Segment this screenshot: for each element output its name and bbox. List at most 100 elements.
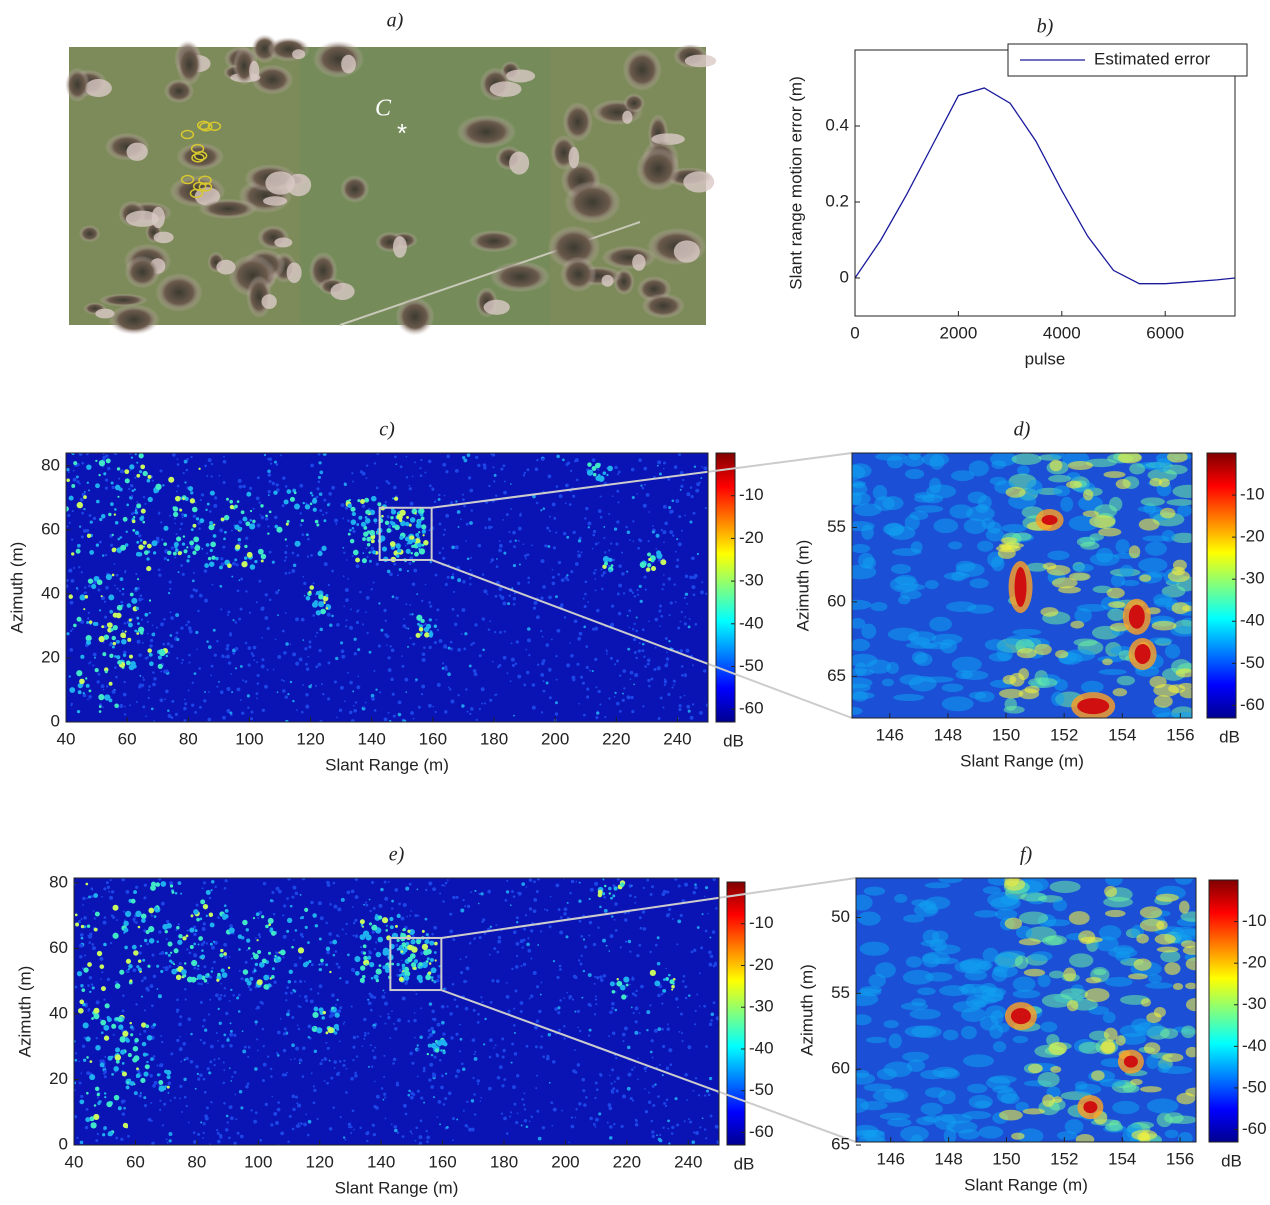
speckle: [307, 656, 309, 658]
speckle: [91, 584, 96, 589]
speckle: [662, 530, 666, 534]
speckle: [435, 711, 437, 713]
speckle: [694, 883, 697, 886]
speckle: [95, 668, 99, 672]
speckle: [287, 520, 290, 523]
speckle: [103, 472, 106, 475]
speckle: [325, 1031, 328, 1034]
speckle: [196, 648, 198, 650]
speckle: [161, 538, 163, 540]
speckle: [89, 976, 92, 979]
speckle: [144, 884, 147, 887]
speckle: [371, 694, 375, 698]
speckle: [483, 1043, 485, 1045]
speckle: [242, 485, 246, 489]
speckle: [119, 970, 124, 975]
speckle: [417, 889, 419, 891]
speckle: [1116, 539, 1130, 554]
speckle: [282, 914, 284, 916]
speckle: [391, 1124, 393, 1126]
speckle: [186, 1105, 188, 1107]
x-tick-label: 80: [187, 1152, 206, 1171]
speckle: [942, 696, 974, 711]
speckle: [636, 589, 638, 591]
speckle: [152, 671, 155, 674]
speckle: [489, 954, 491, 956]
speckle: [518, 527, 522, 531]
speckle: [408, 539, 413, 544]
speckle: [631, 710, 634, 713]
speckle: [397, 548, 401, 552]
speckle: [238, 1010, 241, 1013]
speckle: [612, 1087, 615, 1090]
x-tick-label: 2000: [939, 323, 977, 342]
speckle: [259, 1139, 262, 1142]
speckle: [98, 1100, 101, 1103]
speckle: [526, 1125, 529, 1128]
speckle: [627, 1046, 631, 1050]
speckle: [577, 554, 581, 558]
speckle: [106, 458, 111, 463]
speckle: [448, 1092, 452, 1096]
speckle: [77, 617, 82, 622]
speckle: [301, 916, 304, 919]
speckle: [248, 986, 250, 988]
speckle: [363, 944, 367, 948]
speckle: [633, 638, 636, 641]
photo-rock: [490, 261, 550, 292]
speckle: [146, 566, 151, 571]
speckle: [140, 594, 143, 597]
speckle: [384, 992, 386, 994]
speckle: [558, 561, 561, 564]
photo-rock: [313, 40, 364, 78]
speckle: [470, 569, 472, 571]
speckle: [588, 1003, 592, 1007]
speckle: [549, 530, 551, 532]
speckle: [381, 1087, 384, 1090]
speckle: [443, 534, 445, 536]
speckle: [149, 612, 151, 614]
speckle: [428, 460, 432, 464]
colorbar-label: dB: [723, 731, 744, 750]
speckle: [318, 551, 323, 556]
speckle: [169, 580, 172, 583]
photo-rock: [267, 37, 310, 61]
speckle: [444, 885, 446, 887]
speckle: [393, 486, 397, 490]
speckle: [469, 942, 472, 945]
speckle: [503, 552, 506, 555]
speckle: [509, 1116, 511, 1118]
speckle: [570, 570, 573, 573]
speckle: [371, 496, 377, 502]
speckle: [550, 896, 552, 898]
speckle: [894, 894, 907, 903]
speckle: [296, 709, 298, 711]
speckle: [357, 1036, 359, 1038]
speckle: [100, 978, 102, 980]
speckle: [1085, 988, 1110, 1002]
speckle: [256, 661, 258, 663]
speckle: [693, 1131, 695, 1133]
speckle: [520, 1010, 523, 1013]
speckle: [1064, 649, 1095, 661]
speckle: [110, 942, 112, 944]
speckle: [282, 689, 286, 693]
speckle: [246, 939, 250, 943]
speckle: [649, 1004, 651, 1006]
speckle: [690, 486, 693, 489]
speckle: [393, 1058, 397, 1062]
speckle: [318, 663, 322, 667]
photo-rock: [564, 181, 620, 224]
photo-stone: [393, 236, 407, 258]
speckle: [254, 969, 257, 972]
speckle: [406, 456, 408, 458]
speckle: [597, 927, 599, 929]
x-tick-label: 120: [306, 1152, 334, 1171]
speckle: [340, 686, 344, 690]
speckle: [559, 965, 562, 968]
speckle: [110, 879, 112, 881]
speckle: [640, 985, 644, 989]
speckle: [285, 612, 287, 614]
speckle: [258, 933, 261, 936]
speckle: [335, 523, 337, 525]
